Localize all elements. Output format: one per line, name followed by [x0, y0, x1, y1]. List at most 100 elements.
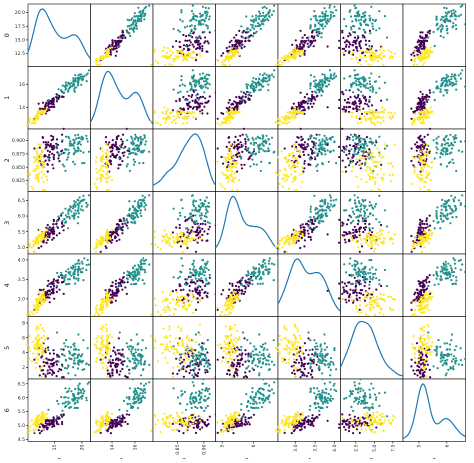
scatter-point-0-2-139: [183, 26, 186, 29]
scatter-point-0-4-202: [291, 55, 295, 58]
scatter-point-3-4-72: [335, 198, 338, 201]
scatter-point-3-1-26: [121, 232, 124, 235]
scatter-point-3-5-43: [326, 233, 329, 236]
scatter-point-0-1-134: [128, 19, 131, 22]
scatter-point-3-4-193: [296, 231, 299, 234]
scatter-point-2-0-73: [75, 137, 78, 140]
scatter-point-0-6-100: [446, 32, 449, 35]
scatter-point-1-5-42: [370, 104, 374, 107]
scatter-point-3-2-195: [192, 237, 195, 240]
scatter-point-2-6-39: [415, 145, 418, 148]
scatter-point-1-5-90: [354, 77, 357, 80]
scatter-point-2-0-195: [35, 150, 38, 153]
scatter-point-3-5-58: [358, 228, 361, 231]
scatter-point-2-3-133: [268, 149, 271, 152]
scatter-point-0-6-178: [425, 46, 428, 50]
scatter-point-1-2-197: [156, 122, 159, 125]
scatter-point-2-0-127: [68, 144, 71, 147]
scatter-point-0-4-65: [299, 29, 302, 32]
scatter-point-0-1-199: [110, 46, 114, 49]
scatter-point-1-6-79: [432, 91, 435, 94]
scatter-point-2-4-92: [324, 153, 327, 156]
scatter-point-1-6-179: [421, 122, 424, 125]
scatter-point-2-0-7: [38, 146, 41, 149]
scatter-point-1-2-167: [154, 121, 157, 124]
scatter-point-2-6-197: [423, 185, 426, 188]
scatter-point-2-0-118: [79, 149, 82, 153]
scatter-point-3-1-138: [130, 221, 133, 224]
scatter-point-2-5-99: [358, 140, 361, 143]
scatter-point-0-5-96: [353, 4, 356, 7]
scatter-point-1-5-201: [351, 111, 354, 114]
scatter-point-3-2-159: [186, 244, 189, 247]
scatter-point-0-4-90: [326, 14, 329, 17]
scatter-point-0-4-101: [314, 25, 317, 28]
scatter-point-3-2-174: [187, 237, 191, 240]
scatter-point-0-6-17: [421, 31, 424, 34]
scatter-point-0-6-122: [442, 36, 445, 39]
scatter-point-3-6-106: [440, 218, 443, 221]
scatter-point-1-2-77: [180, 79, 183, 82]
scatter-point-0-3-197: [221, 61, 224, 64]
scatter-point-1-3-104: [245, 83, 248, 86]
scatter-point-3-4-191: [294, 233, 297, 236]
scatter-point-0-6-7: [416, 53, 419, 56]
scatter-point-1-6-139: [451, 84, 454, 87]
scatter-point-2-5-104: [349, 133, 353, 136]
scatter-point-3-5-24: [360, 245, 364, 248]
scatter-point-0-6-191: [426, 52, 429, 55]
scatter-point-1-0-18: [53, 105, 56, 108]
scatter-point-3-2-66: [199, 222, 202, 226]
scatter-point-2-4-156: [287, 164, 290, 167]
scatter-point-1-3-190: [230, 108, 233, 111]
scatter-point-2-0-102: [72, 144, 75, 147]
scatter-point-1-0-197: [30, 122, 33, 125]
scatter-point-2-3-81: [252, 143, 255, 146]
scatter-point-1-2-26: [182, 96, 185, 99]
scatter-point-2-5-200: [365, 180, 368, 183]
scatter-point-1-3-202: [227, 111, 230, 115]
scatter-point-1-6-58: [419, 99, 422, 103]
scatter-point-3-4-133: [332, 199, 335, 202]
scatter-point-2-1-22: [121, 133, 125, 136]
scatter-point-2-4-133: [332, 149, 335, 152]
scatter-point-0-1-206: [99, 55, 102, 59]
scatter-point-0-2-178: [166, 46, 169, 50]
scatter-point-3-4-87: [318, 214, 321, 217]
scatter-point-0-1-179: [94, 58, 98, 62]
scatter-point-2-3-147: [232, 158, 235, 161]
scatter-point-1-5-110: [343, 77, 346, 80]
scatter-point-1-3-82: [252, 90, 255, 93]
scatter-point-0-2-176: [164, 64, 167, 67]
scatter-point-2-4-137: [316, 152, 319, 155]
scatter-point-2-4-157: [294, 157, 297, 161]
scatter-point-1-4-68: [313, 96, 316, 99]
scatter-point-2-6-160: [419, 173, 422, 176]
scatter-point-3-1-135: [137, 203, 140, 206]
scatter-point-2-0-104: [76, 133, 80, 136]
scatter-point-0-2-160: [168, 55, 172, 58]
scatter-point-2-0-106: [63, 151, 66, 154]
scatter-point-2-0-183: [41, 150, 44, 153]
scatter-point-2-4-126: [315, 142, 318, 145]
scatter-point-1-2-186: [173, 118, 176, 122]
scatter-point-0-4-24: [303, 52, 306, 55]
scatter-point-2-0-107: [86, 140, 89, 143]
scatter-point-0-6-63: [423, 45, 426, 49]
scatter-point-3-4-154: [290, 242, 293, 245]
scatter-point-2-5-187: [373, 156, 376, 159]
scatter-point-2-6-146: [430, 166, 433, 169]
scatter-point-1-0-96: [87, 69, 90, 72]
scatter-point-3-4-208: [284, 241, 287, 244]
scatter-point-0-2-206: [182, 55, 185, 59]
scatter-point-2-5-143: [371, 175, 374, 178]
scatter-point-0-3-76: [260, 14, 263, 18]
scatter-point-2-1-122: [122, 147, 126, 150]
scatter-point-2-3-73: [255, 137, 258, 140]
scatter-point-1-0-79: [61, 91, 64, 94]
scatter-point-2-6-170: [425, 170, 428, 173]
scatter-point-0-4-28: [311, 31, 314, 34]
scatter-point-1-4-167: [288, 121, 291, 124]
scatter-point-3-4-112: [323, 209, 326, 212]
scatter-point-2-0-206: [36, 159, 39, 162]
